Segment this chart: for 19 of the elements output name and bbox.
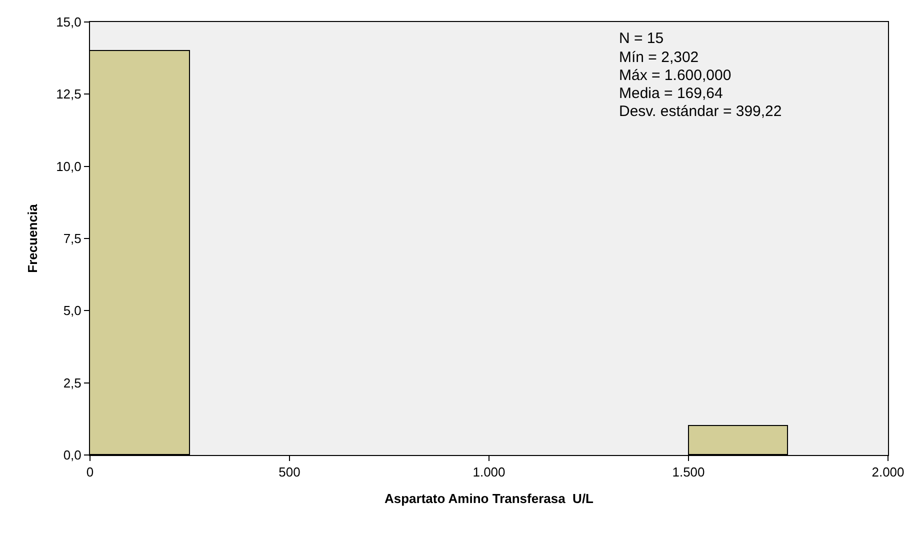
y-tick-label: 0,0 [63, 448, 82, 463]
y-tick-label: 15,0 [56, 14, 82, 30]
annotation: Media = 169,64 [619, 85, 723, 102]
y-tick-label: 12,5 [56, 86, 82, 102]
x-tick-label: 500 [278, 464, 300, 480]
annotation: N = 15 [619, 30, 664, 47]
x-tick-label: 1.500 [672, 464, 705, 480]
x-axis-title: Aspartato Amino Transferasa U/L [384, 491, 594, 506]
y-tick-label: 7,5 [63, 231, 82, 246]
annotation: Máx = 1.600,000 [619, 67, 732, 84]
y-tick-label: 2,5 [63, 375, 82, 390]
x-tick-label: 0 [86, 464, 94, 480]
y-tick-label: 10,0 [56, 158, 82, 174]
annotation: Desv. estándar = 399,22 [619, 103, 782, 120]
x-tick-label: 2.000 [872, 464, 904, 480]
annotation: Mín = 2,302 [619, 49, 699, 66]
y-axis-title: Frecuencia [25, 203, 40, 273]
x-tick-label: 1.000 [472, 464, 506, 480]
y-tick-label: 5,0 [63, 303, 82, 318]
